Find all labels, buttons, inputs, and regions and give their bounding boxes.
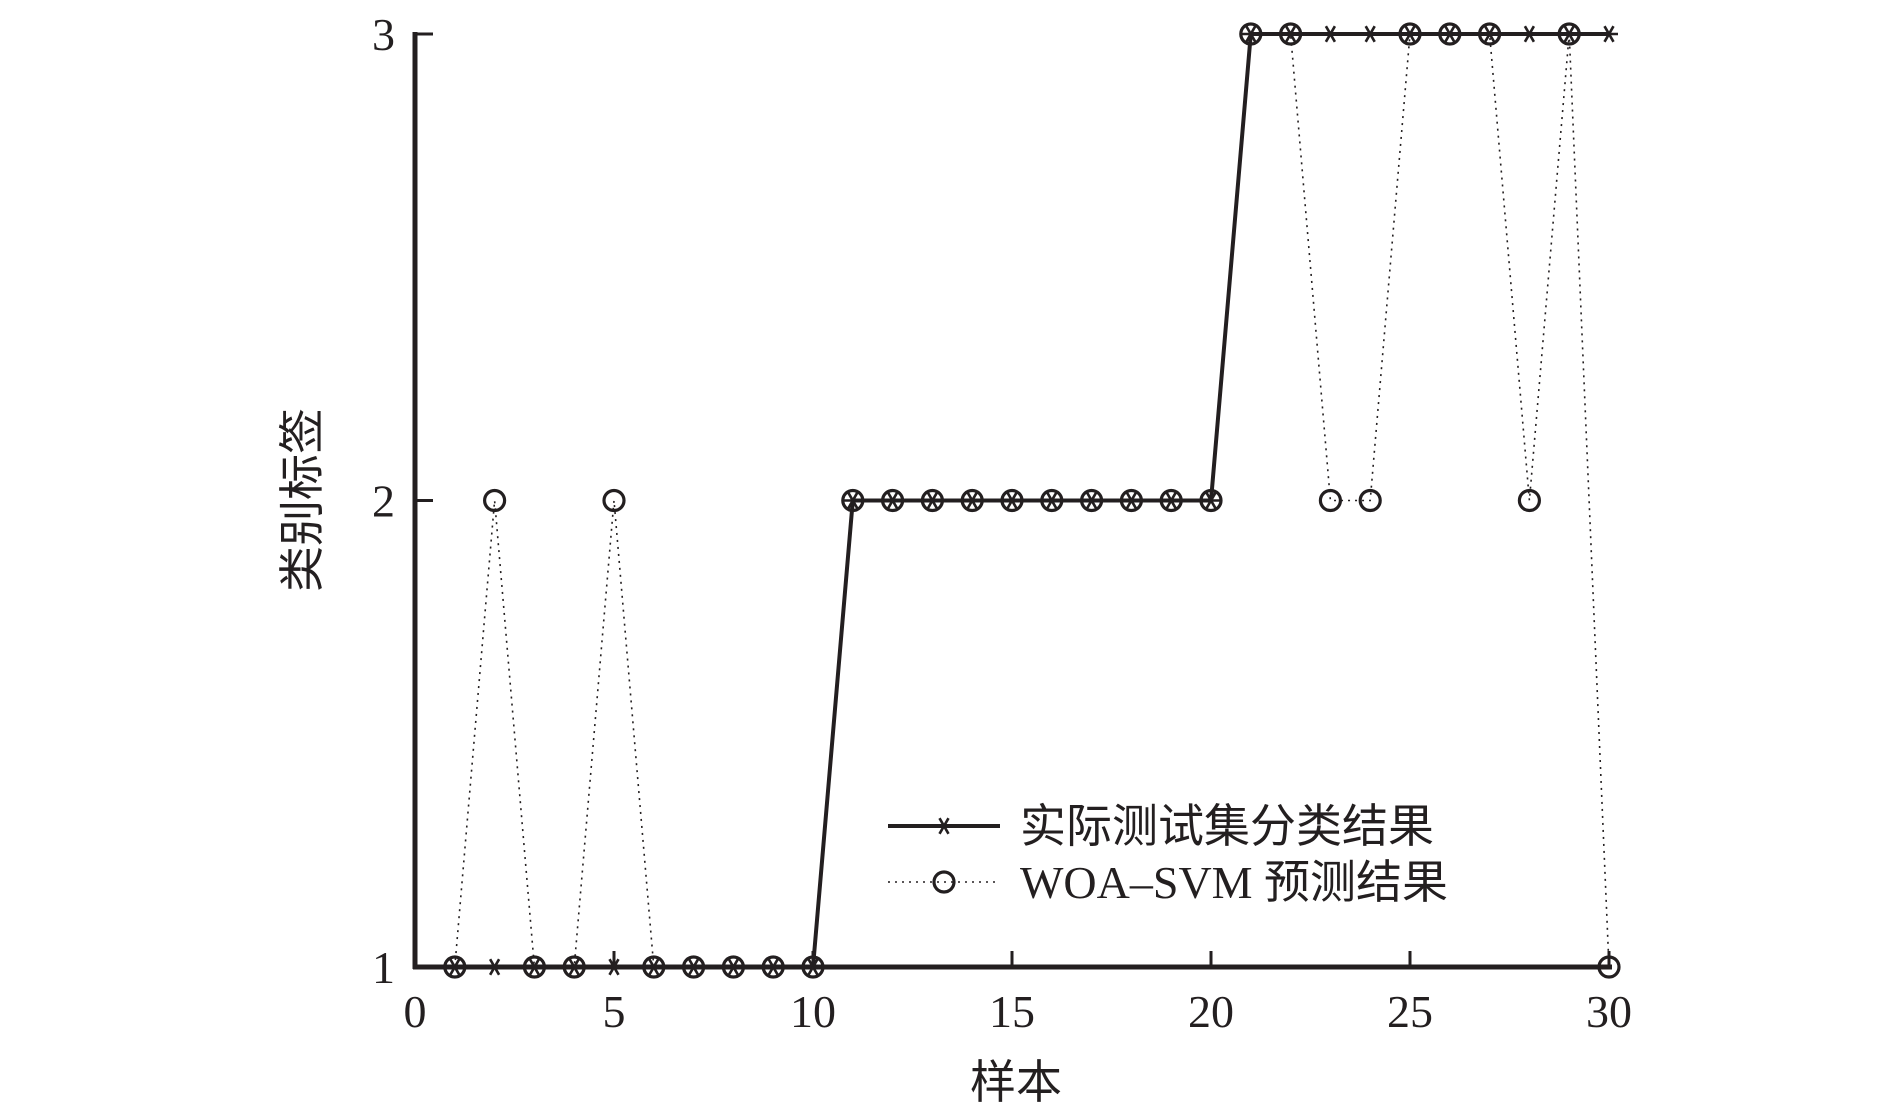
predicted-point — [681, 955, 706, 979]
legend-item-actual: 实际测试集分类结果 — [888, 801, 1434, 852]
actual-point — [1520, 25, 1539, 43]
predicted-point — [1079, 488, 1104, 513]
predicted-point — [960, 488, 984, 513]
actual-point — [1122, 492, 1141, 509]
x-tick-label: 0 — [404, 986, 427, 1037]
x-tick-label: 5 — [603, 986, 626, 1037]
x-tick-label: 20 — [1188, 986, 1234, 1037]
legend-item-predicted: WOA–SVM 预测结果 — [888, 857, 1448, 908]
predicted-point — [920, 488, 945, 513]
actual-point — [1600, 25, 1618, 43]
predicted-point — [1398, 22, 1422, 46]
actual-point — [1440, 25, 1459, 43]
y-tick-label: 3 — [372, 9, 395, 60]
actual-point — [1361, 25, 1380, 43]
predicted-point — [1477, 22, 1502, 46]
legend: 实际测试集分类结果 WOA–SVM 预测结果 — [888, 801, 1448, 908]
x-tick-label: 15 — [989, 986, 1035, 1037]
predicted-point — [1278, 22, 1303, 46]
y-tick-label: 2 — [372, 476, 395, 527]
predicted-point — [1040, 488, 1064, 513]
actual-point — [565, 958, 584, 976]
actual-point — [724, 958, 743, 976]
predicted-point — [562, 955, 586, 979]
predicted-point — [1119, 488, 1144, 513]
actual-point — [1321, 25, 1340, 43]
predicted-point — [1517, 488, 1542, 513]
actual-point — [883, 492, 902, 509]
predicted-point — [1438, 22, 1462, 46]
x-tick-label: 30 — [1586, 986, 1632, 1037]
actual-point — [1241, 25, 1260, 43]
predicted-point — [880, 488, 905, 513]
x-ticks: 0 5 10 15 20 25 30 — [404, 951, 1632, 1037]
predicted-point — [1000, 488, 1024, 513]
legend-label-actual: 实际测试集分类结果 — [1020, 801, 1434, 852]
predicted-point — [801, 955, 825, 979]
predicted-point — [1358, 488, 1382, 513]
legend-label-predicted: WOA–SVM 预测结果 — [1020, 857, 1448, 908]
actual-point — [525, 958, 544, 976]
predicted-point — [642, 955, 666, 979]
predicted-point — [1318, 488, 1343, 513]
predicted-point — [1597, 955, 1621, 979]
series-predicted — [443, 22, 1621, 979]
predicted-point — [761, 955, 785, 979]
predicted-point — [483, 488, 507, 513]
actual-point — [605, 958, 623, 976]
actual-point — [843, 492, 862, 509]
predicted-point — [602, 488, 626, 513]
predicted-point — [721, 955, 746, 979]
x-tick-label: 10 — [790, 986, 836, 1037]
predicted-point — [443, 955, 467, 979]
actual-point — [1480, 25, 1499, 43]
y-axis-title: 类别标签 — [275, 408, 329, 592]
predicted-point — [1239, 22, 1263, 46]
actual-point — [1281, 25, 1300, 43]
predicted-point — [522, 955, 547, 979]
legend-marker-predicted — [932, 870, 956, 894]
x-tick-label: 25 — [1387, 986, 1433, 1037]
actual-point — [1003, 492, 1021, 509]
x-axis-title: 样本 — [970, 1055, 1062, 1109]
y-tick-label: 1 — [372, 942, 395, 993]
predicted-point — [1557, 22, 1581, 46]
predicted-point — [1159, 488, 1183, 513]
predicted-point — [841, 488, 865, 513]
predicted-series-line — [454, 33, 1610, 968]
predicted-point — [1199, 488, 1223, 513]
legend-marker-actual — [935, 817, 953, 835]
actual-point — [485, 958, 504, 976]
y-ticks: 1 2 3 — [372, 9, 433, 993]
